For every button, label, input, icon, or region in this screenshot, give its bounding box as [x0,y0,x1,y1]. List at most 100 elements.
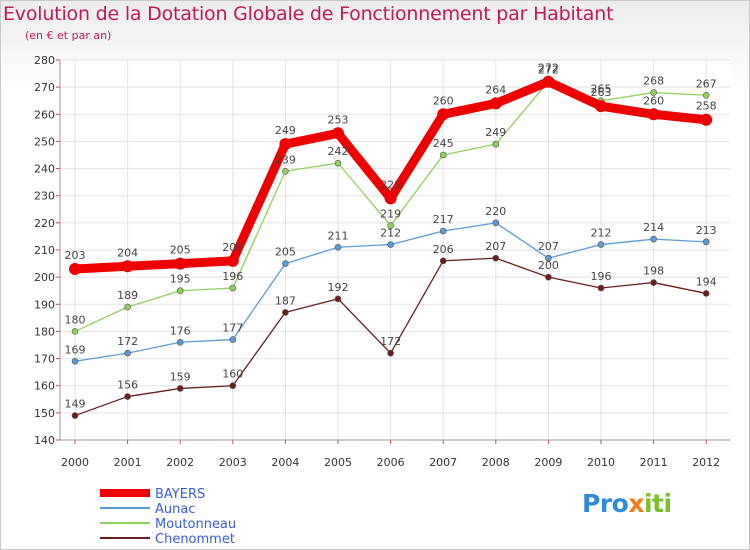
y-tick-label-260: 260 [34,108,55,121]
point-bayers-2009 [542,75,555,88]
data-label-moutonneau-2011: 268 [643,75,664,88]
y-tick-label-140: 140 [34,434,55,447]
point-chenommet-2007 [439,257,447,265]
point-moutonneau-2005 [334,159,342,167]
point-bayers-2010 [595,100,607,113]
data-label-chenommet-2012: 194 [696,275,717,288]
data-label-chenommet-2001: 156 [117,379,138,392]
y-tick-label-280: 280 [34,54,55,67]
point-chenommet-2008 [492,254,500,262]
point-aunac-2011 [650,235,657,243]
y-tick-label-250: 250 [34,135,55,148]
point-moutonneau-2000 [71,328,79,335]
data-label-moutonneau-2000: 180 [65,313,86,326]
point-aunac-2007 [439,227,447,235]
point-bayers-2004 [279,138,292,151]
data-label-aunac-2003: 177 [222,322,243,335]
data-label-aunac-2005: 211 [328,229,349,242]
data-label-aunac-2008: 220 [485,205,506,218]
x-tick-label-2006: 2006 [377,456,405,469]
data-label-bayers-2004: 249 [275,124,296,137]
point-aunac-2005 [334,243,342,251]
y-tick-label-180: 180 [34,325,55,338]
data-label-chenommet-2000: 149 [65,398,86,411]
data-label-chenommet-2003: 160 [222,368,243,381]
point-bayers-2006 [384,192,397,205]
x-tick-label-2004: 2004 [271,456,299,469]
data-label-moutonneau-2007: 245 [433,137,454,150]
x-tick-label-2008: 2008 [482,456,510,469]
point-chenommet-2001 [124,393,131,400]
x-tick-label-2011: 2011 [640,456,668,469]
data-label-bayers-2012: 258 [696,100,717,113]
y-tick-label-150: 150 [34,407,55,420]
x-tick-label-2005: 2005 [324,456,352,469]
point-chenommet-2004 [282,309,289,316]
y-tick-label-190: 190 [34,298,55,311]
y-tick-label-240: 240 [34,163,55,176]
point-moutonneau-2012 [702,91,710,99]
data-labels: 203 204 205 206 249 253 229 260 264 272 263 260 258 1… [65,62,717,411]
data-label-bayers-2009: 272 [538,62,559,75]
data-label-moutonneau-2004: 239 [275,153,296,166]
point-bayers-2003 [226,254,239,267]
data-label-aunac-2009: 207 [538,240,559,253]
data-label-aunac-2012: 213 [696,224,717,237]
data-label-moutonneau-2006: 219 [380,208,401,221]
point-chenommet-2002 [176,385,184,392]
point-aunac-2004 [282,260,289,267]
point-chenommet-2006 [387,349,394,357]
point-chenommet-2000 [71,412,79,419]
data-label-bayers-2000: 203 [65,249,86,262]
data-label-chenommet-2005: 192 [328,281,349,294]
point-aunac-2009 [545,254,552,262]
data-label-moutonneau-2012: 267 [696,77,717,90]
y-tick-label-210: 210 [34,244,55,257]
point-moutonneau-2006 [387,222,394,229]
data-label-moutonneau-2001: 189 [117,289,138,302]
point-chenommet-2011 [650,279,657,286]
point-chenommet-2003 [229,382,237,390]
point-aunac-2008 [492,219,500,227]
point-chenommet-2012 [702,290,710,297]
chart-title: Evolution de la Dotation Globale de Fonc… [3,3,614,25]
point-aunac-2001 [124,349,131,357]
data-label-chenommet-2002: 159 [170,370,191,383]
y-tick-label-270: 270 [34,81,55,94]
y-tick-label-200: 200 [34,271,55,284]
data-label-aunac-2004: 205 [275,246,296,259]
point-moutonneau-2002 [176,287,184,295]
data-label-bayers-2002: 205 [170,244,191,257]
point-chenommet-2009 [545,273,552,281]
point-bayers-2001 [121,260,134,273]
point-aunac-2000 [71,357,79,365]
data-label-bayers-2011: 260 [643,94,664,107]
data-label-chenommet-2007: 206 [433,243,454,256]
legend-label-chenommet: Chenommet [155,532,235,547]
x-tick-label-2009: 2009 [534,456,562,469]
data-label-chenommet-2011: 198 [643,265,664,278]
data-label-aunac-2010: 212 [591,227,612,240]
data-label-chenommet-2008: 207 [485,240,506,253]
data-label-moutonneau-2003: 196 [222,270,243,283]
axes: 1401501601701801902002102202302402502602… [34,54,730,469]
x-tick-label-2002: 2002 [166,456,194,469]
data-label-moutonneau-2010: 265 [591,83,612,96]
data-label-moutonneau-2008: 249 [485,126,506,139]
point-chenommet-2010 [597,284,605,292]
point-bayers-2002 [174,257,187,270]
point-aunac-2012 [702,238,710,246]
point-moutonneau-2011 [650,89,657,96]
legend-label-aunac: Aunac [155,502,196,517]
data-label-chenommet-2010: 196 [591,270,612,283]
series-lines [69,75,713,419]
data-label-aunac-2000: 169 [65,343,86,356]
x-tick-label-2010: 2010 [587,456,615,469]
data-label-moutonneau-2009: 272 [538,64,559,77]
data-label-aunac-2007: 217 [433,213,454,226]
data-label-bayers-2005: 253 [328,113,349,126]
y-tick-label-220: 220 [34,217,55,230]
point-bayers-2007 [437,108,450,121]
